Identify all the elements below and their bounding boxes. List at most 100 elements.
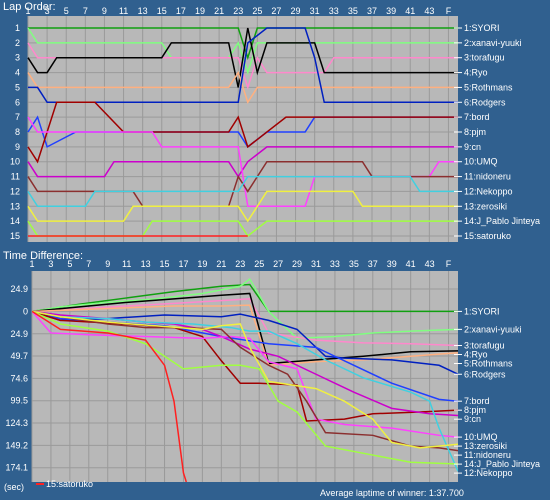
y-tick-label: 24.9 [10, 284, 28, 294]
x-tick-label: 31 [311, 259, 321, 269]
y-tick-label: 6 [15, 97, 20, 107]
x-tick-label: 25 [252, 6, 262, 16]
x-tick-label: 9 [105, 259, 110, 269]
y-tick-label: 3 [15, 53, 20, 63]
x-tick-label: 35 [348, 6, 358, 16]
legend-label: 12:Nekoppo [464, 468, 513, 478]
y-tick-label: 11 [11, 172, 20, 182]
y-tick-label: 124.3 [5, 418, 28, 428]
x-tick-label: 3 [48, 259, 53, 269]
x-tick-label: 23 [235, 259, 245, 269]
x-tick-label: 11 [122, 259, 131, 269]
x-tick-label: 37 [368, 259, 378, 269]
legend-label: 12:Nekoppo [464, 186, 513, 196]
series-line [32, 292, 458, 365]
legend-label: 13:zerosiki [464, 441, 507, 451]
legend-label: 8:pjm [464, 127, 486, 137]
series-line [32, 310, 458, 472]
legend-label: 10:UMQ [464, 432, 498, 442]
x-tick-label: 5 [64, 6, 69, 16]
legend-label: 2:xanavi-yuuki [464, 38, 522, 48]
legend-label: 1:SYORI [464, 306, 500, 316]
x-tick-label: 39 [386, 6, 396, 16]
time-diff-title: Time Difference: [3, 250, 84, 262]
x-tick-label: 15 [160, 259, 170, 269]
x-tick-label: 27 [271, 6, 281, 16]
y-tick-label: 0 [23, 306, 28, 316]
y-tick-label: 5 [15, 82, 20, 92]
series-line [32, 277, 458, 340]
x-tick-label: 41 [406, 259, 416, 269]
legend-label: 13:zerosiki [464, 201, 507, 211]
series-line [32, 298, 458, 347]
y-tick-label: 14 [10, 216, 20, 226]
legend-label: 5:Rothmans [464, 359, 513, 369]
legend-label: 11:nidoneru [464, 172, 511, 182]
x-tick-label: 19 [195, 6, 205, 16]
legend-label: 3:torafugu [464, 53, 505, 63]
x-tick-label: 9 [102, 6, 107, 16]
series-line [32, 310, 188, 482]
legend-label: 5:Rothmans [464, 82, 513, 92]
legend-label: 14:J_Pablo Jinteya [464, 459, 540, 469]
y-tick-label: 9 [15, 142, 20, 152]
x-tick-label: 7 [86, 259, 91, 269]
legend-label: 10:UMQ [464, 157, 498, 167]
x-tick-label: 35 [349, 259, 359, 269]
x-tick-label: 39 [387, 259, 397, 269]
x-tick-label: 7 [83, 6, 88, 16]
y-tick-label: 24.9 [10, 329, 28, 339]
legend-label: 3:torafugu [464, 341, 505, 351]
x-tick-label: 13 [138, 6, 148, 16]
series-line [32, 283, 458, 313]
legend-label: 2:xanavi-yuuki [464, 324, 522, 334]
x-tick-label: 3 [45, 6, 50, 16]
x-tick-label: 1 [25, 6, 30, 16]
legend-label: 4:Ryo [464, 350, 488, 360]
x-tick-label: 23 [233, 6, 243, 16]
y-tick-label: 13 [10, 201, 20, 211]
x-tick-label: 5 [67, 259, 72, 269]
y-tick-label: 8 [15, 127, 20, 137]
legend-label: 1:SYORI [464, 23, 500, 33]
y-tick-label: 2 [15, 38, 20, 48]
y-tick-label: 12 [10, 186, 20, 196]
y-tick-label: 174.1 [5, 463, 28, 473]
x-tick-label: 15 [157, 6, 167, 16]
y-tick-label: 149.2 [5, 440, 28, 450]
x-tick-label: 21 [216, 259, 226, 269]
lap-order-chart: 1 3 5 7 9 11 13 15 17 19 21 23 25 27 29 31 33 35 37 39 41 43 F… [10, 6, 540, 242]
x-tick-label: 33 [329, 6, 339, 16]
series-line [32, 310, 458, 449]
series-line [27, 190, 458, 223]
x-tick-label: 17 [176, 6, 186, 16]
y-tick-label: 1 [15, 23, 20, 33]
x-tick-label: F [446, 6, 452, 16]
y-tick-label: 49.7 [10, 351, 28, 361]
x-tick-label: 31 [310, 6, 320, 16]
x-tick-label: 25 [254, 259, 264, 269]
x-tick-label: 19 [197, 259, 207, 269]
y-tick-label: 99.5 [10, 396, 28, 406]
legend-label: 7:bord [464, 112, 490, 122]
y-tick-label: 74.6 [10, 373, 28, 383]
legend-label: 15:satoruko [46, 479, 93, 489]
series-group [32, 277, 458, 482]
x-tick-label: 11 [119, 6, 128, 16]
legend-label: 14:J_Pablo Jinteya [464, 216, 540, 226]
x-tick-label: 41 [405, 6, 415, 16]
legend-label: 7:bord [464, 396, 490, 406]
legend-label: 8:pjm [464, 405, 486, 415]
plot-area [32, 271, 458, 482]
series-line [27, 146, 458, 178]
x-tick-label: F [446, 259, 452, 269]
legend-label: 4:Ryo [464, 68, 488, 78]
series-line [27, 27, 458, 88]
x-tick-label: 17 [178, 259, 188, 269]
series-line [27, 70, 458, 105]
legend-label: 15:satoruko [464, 231, 511, 241]
lap-order-title: Lap Order: [3, 1, 56, 13]
legend-label: 9:cn [464, 414, 481, 424]
series-line [27, 27, 458, 76]
